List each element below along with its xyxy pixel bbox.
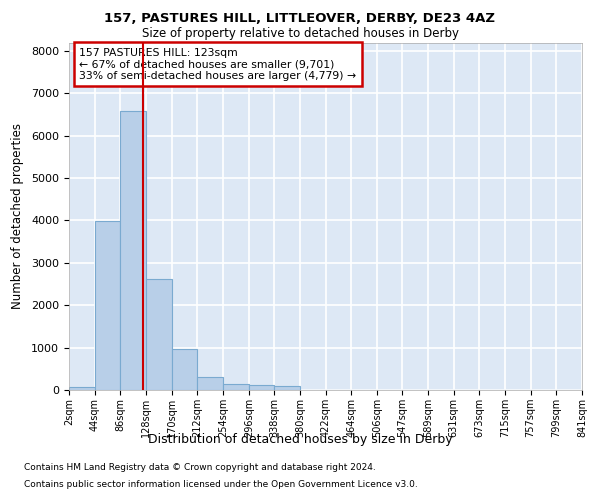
Text: Distribution of detached houses by size in Derby: Distribution of detached houses by size …: [148, 432, 452, 446]
Bar: [249, 386, 274, 390]
Bar: [69, 386, 95, 390]
Bar: [274, 386, 300, 390]
Text: Size of property relative to detached houses in Derby: Size of property relative to detached ho…: [142, 28, 458, 40]
Text: 157, PASTURES HILL, LITTLEOVER, DERBY, DE23 4AZ: 157, PASTURES HILL, LITTLEOVER, DERBY, D…: [104, 12, 496, 26]
Text: Contains HM Land Registry data © Crown copyright and database right 2024.: Contains HM Land Registry data © Crown c…: [24, 464, 376, 472]
Bar: [95, 222, 121, 390]
Text: Contains public sector information licensed under the Open Government Licence v3: Contains public sector information licen…: [24, 480, 418, 489]
Bar: [146, 279, 172, 390]
Text: 157 PASTURES HILL: 123sqm
← 67% of detached houses are smaller (9,701)
33% of se: 157 PASTURES HILL: 123sqm ← 67% of detac…: [79, 48, 356, 81]
Bar: [197, 377, 223, 390]
Bar: [172, 350, 197, 390]
Y-axis label: Number of detached properties: Number of detached properties: [11, 123, 24, 309]
Bar: [223, 384, 249, 390]
Bar: [121, 111, 146, 390]
